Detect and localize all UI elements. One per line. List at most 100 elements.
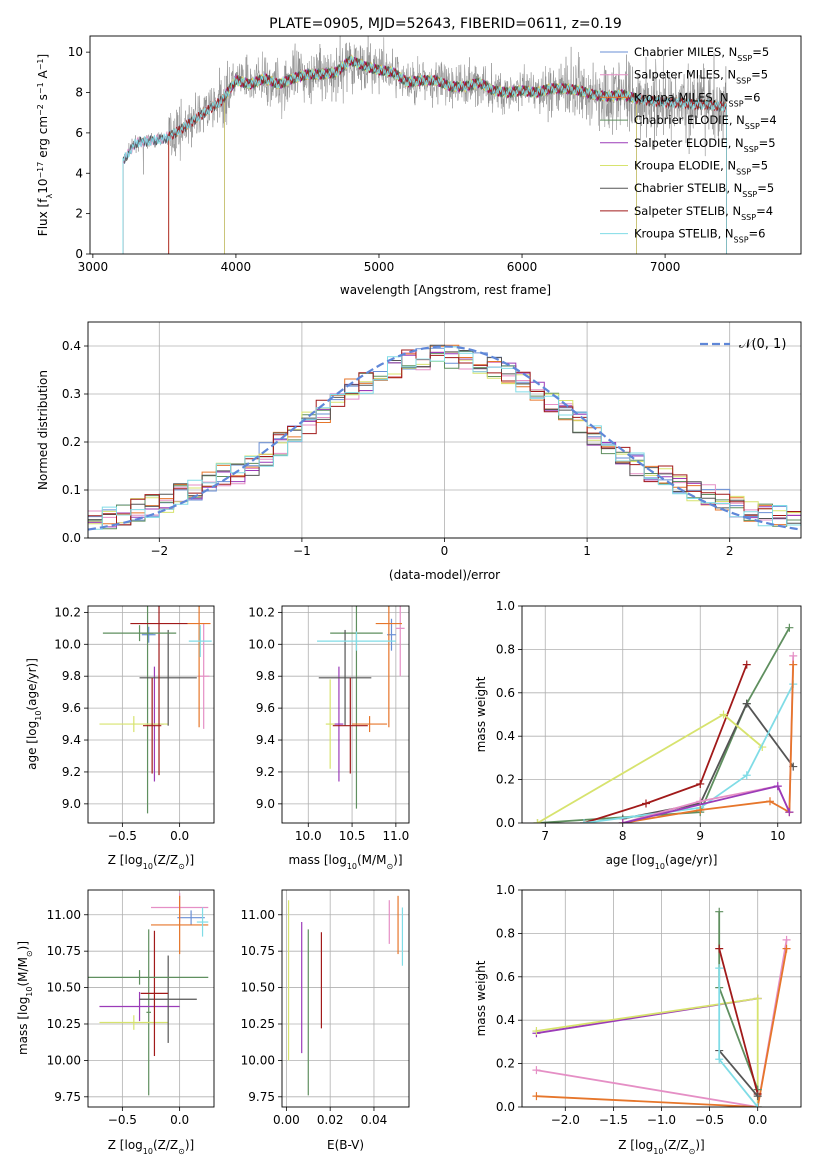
x-tick-label: 0.0 xyxy=(170,829,189,843)
weight-line-red xyxy=(718,948,759,1095)
legend-entry: Chabrier MILES, NSSP=5 xyxy=(634,45,769,63)
spectrum-ylabel: Flux [fλ10−17 erg cm−2 s−1 A−1] xyxy=(36,54,54,236)
x-tick-label: −0.5 xyxy=(695,1113,724,1127)
weight-marker-olive xyxy=(785,623,794,632)
model-spectrum-cyan xyxy=(122,55,727,254)
weight-line-olive xyxy=(537,627,791,823)
line-frame xyxy=(521,889,802,1108)
y-tick-label: 0.4 xyxy=(496,729,515,743)
y-tick-label: 10.0 xyxy=(248,637,275,651)
y-tick-label: 9.0 xyxy=(62,797,81,811)
legend-entry: Salpeter STELIB, NSSP=4 xyxy=(634,204,773,222)
weight-line-red xyxy=(583,664,748,823)
errorbar-area xyxy=(317,606,405,809)
spectrum-xlabel: wavelength [Angstrom, rest frame] xyxy=(340,283,551,297)
line-frame xyxy=(521,605,802,824)
y-tick-label: 9.2 xyxy=(256,765,275,779)
spectrum-title: PLATE=0905, MJD=52643, FIBERID=0611, z=0… xyxy=(269,16,622,32)
legend-entry: Kroupa STELIB, NSSP=6 xyxy=(634,227,765,245)
weight-marker-yellow xyxy=(719,710,728,719)
errorbar-frame xyxy=(87,605,215,824)
y-tick-label: 9.4 xyxy=(256,733,275,747)
x-tick-label: −1.5 xyxy=(599,1113,628,1127)
x-tick-label: −2 xyxy=(150,544,168,558)
x-tick-label: 0.0 xyxy=(748,1113,767,1127)
spectrum-plot-area xyxy=(122,36,727,254)
massE-xlabel: E(B-V) xyxy=(327,1138,364,1152)
y-tick-label: 0.2 xyxy=(62,435,81,449)
y-tick-label: 0.8 xyxy=(496,642,515,656)
weight-line-gray xyxy=(622,701,794,820)
x-tick-label: −2.0 xyxy=(551,1113,580,1127)
histogram-ylabel: Normed distribution xyxy=(36,370,50,490)
errorbar-area xyxy=(287,895,404,1096)
massZ-ylabel: mass [log10(M/M⊙)] xyxy=(16,941,34,1055)
weight-marker-orange xyxy=(532,1092,541,1101)
legend-entry: Kroupa MILES, NSSP=6 xyxy=(634,90,760,108)
legend-entry: Salpeter MILES, NSSP=5 xyxy=(634,68,768,86)
legend-entry: Kroupa ELODIE, NSSP=5 xyxy=(634,159,768,177)
weight-marker-red xyxy=(742,660,751,669)
y-tick-label: 1.0 xyxy=(496,883,515,897)
x-tick-label: −1 xyxy=(293,544,311,558)
y-tick-label: 0.1 xyxy=(62,483,81,497)
y-tick-label: 4 xyxy=(75,166,83,180)
y-tick-label: 11.00 xyxy=(241,908,275,922)
y-tick-label: 0.2 xyxy=(496,1057,515,1071)
x-tick-label: 4000 xyxy=(221,260,252,274)
x-tick-label: 10.5 xyxy=(339,829,366,843)
weight-marker-orange xyxy=(782,944,791,953)
histogram-frame xyxy=(87,321,802,539)
weight-marker-gray xyxy=(753,1092,762,1101)
y-tick-label: 10.75 xyxy=(47,944,81,958)
y-tick-label: 11.00 xyxy=(47,908,81,922)
weight-marker-gray xyxy=(742,699,751,708)
errorbar-frame xyxy=(281,605,410,824)
y-tick-label: 0.3 xyxy=(62,387,81,401)
y-tick-label: 10.50 xyxy=(47,981,81,995)
ageZ-xlabel: Z [log10(Z/Z⊙)] xyxy=(108,853,194,871)
y-tick-label: 10.0 xyxy=(54,637,81,651)
weight-marker-orange xyxy=(789,660,798,669)
weight-marker-orange xyxy=(766,797,774,806)
y-tick-label: 0.4 xyxy=(62,339,81,353)
y-tick-label: 10.00 xyxy=(47,1053,81,1067)
legend-entry-normal: 𝒩(0, 1) xyxy=(739,337,786,352)
y-tick-label: 0.4 xyxy=(496,1013,515,1027)
weight-marker-yellow xyxy=(533,819,542,823)
x-tick-label: 2 xyxy=(726,544,734,558)
weight-marker-yellow xyxy=(753,994,762,1003)
y-tick-label: 10.75 xyxy=(241,944,275,958)
y-tick-label: 0.6 xyxy=(496,970,515,984)
errorbar-area xyxy=(88,892,209,1096)
errorbar-frame xyxy=(281,889,410,1108)
wZ-xlabel: Z [log10(Z/Z⊙)] xyxy=(618,1138,704,1156)
weight-marker-red xyxy=(642,799,650,808)
y-tick-label: 9.6 xyxy=(62,701,81,715)
spectrum-frame xyxy=(89,35,802,255)
weight-marker-red xyxy=(696,779,705,788)
wAge-xlabel: age [log10(age/yr)] xyxy=(606,853,718,871)
weight-marker-purple xyxy=(618,819,627,823)
y-tick-label: 8 xyxy=(75,86,83,100)
x-tick-label: 8 xyxy=(619,829,627,843)
y-tick-label: 9.4 xyxy=(62,733,81,747)
weight-marker-purple xyxy=(785,808,794,817)
x-tick-label: 0.0 xyxy=(170,1113,189,1127)
legend-entry: Salpeter ELODIE, NSSP=5 xyxy=(634,136,776,154)
x-tick-label: −0.5 xyxy=(108,1113,137,1127)
y-tick-label: 10.50 xyxy=(241,981,275,995)
weight-marker-cyan xyxy=(715,1055,724,1064)
weight-line-pink xyxy=(536,939,788,1107)
weight-marker-cyan xyxy=(715,964,724,973)
legend-entry: Chabrier STELIB, NSSP=5 xyxy=(634,181,774,199)
y-tick-label: 10.2 xyxy=(54,605,81,619)
y-tick-label: 9.6 xyxy=(256,701,275,715)
weight-marker-pink xyxy=(782,935,791,944)
weight-line-yellow xyxy=(536,997,759,1107)
y-tick-label: 1.0 xyxy=(496,599,515,613)
weight-marker-purple xyxy=(773,782,782,791)
histogram-xlabel: (data-model)/error xyxy=(389,568,500,582)
x-tick-label: 11.0 xyxy=(383,829,410,843)
